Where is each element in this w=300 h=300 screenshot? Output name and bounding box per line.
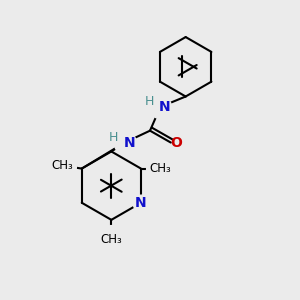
Text: O: O <box>170 136 182 150</box>
Text: CH₃: CH₃ <box>52 159 73 172</box>
Text: H: H <box>144 95 154 108</box>
Text: N: N <box>123 136 135 150</box>
Text: N: N <box>135 196 147 210</box>
Text: CH₃: CH₃ <box>100 233 122 246</box>
Text: CH₃: CH₃ <box>149 162 171 175</box>
Text: H: H <box>109 131 118 144</box>
Text: N: N <box>159 100 171 114</box>
